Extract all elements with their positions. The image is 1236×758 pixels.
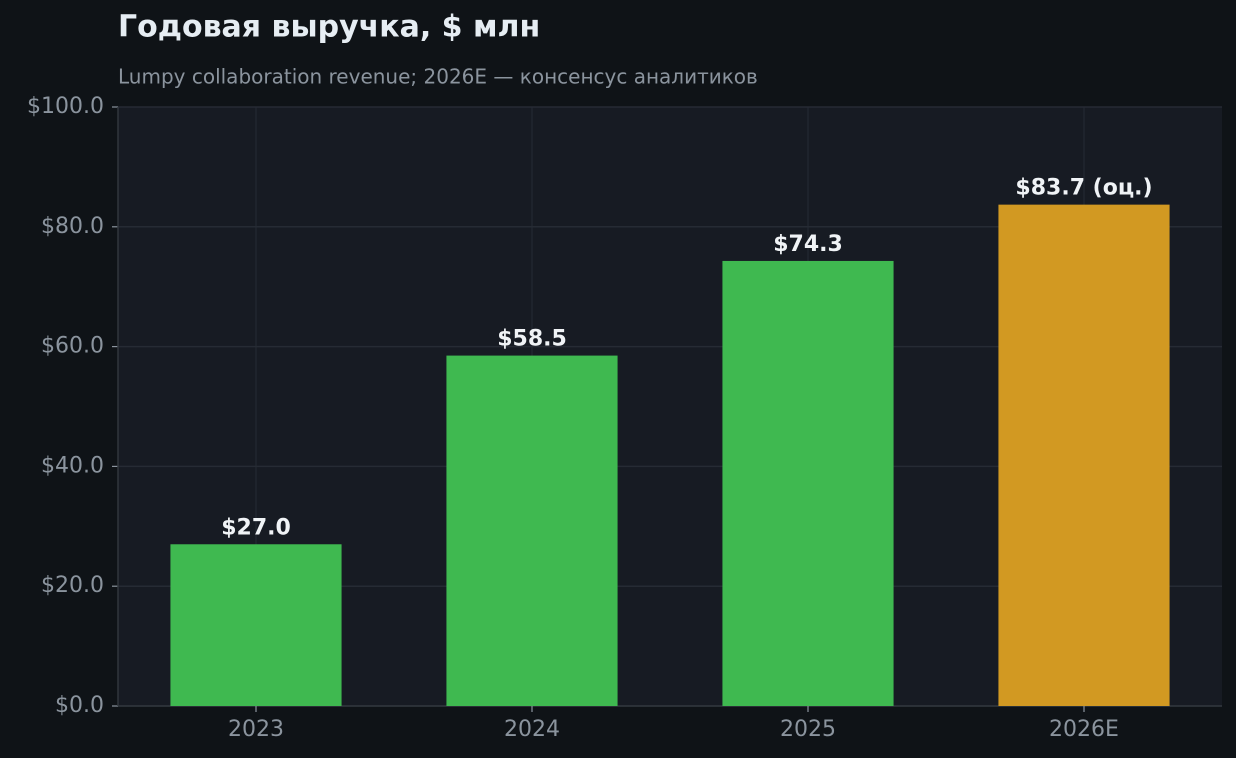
bar (170, 544, 342, 706)
value-label: $58.5 (497, 327, 567, 352)
bar (446, 355, 618, 706)
y-tick-label: $20.0 (41, 573, 104, 598)
y-tick-label: $0.0 (55, 693, 104, 718)
y-tick-label: $60.0 (41, 334, 104, 359)
value-label: $27.0 (221, 515, 291, 540)
x-tick-label: 2025 (780, 717, 836, 742)
x-tick-label: 2023 (228, 717, 284, 742)
x-tick-label: 2026E (1049, 717, 1119, 742)
y-tick-label: $80.0 (41, 214, 104, 239)
chart-title: Годовая выручка, $ млн (118, 10, 540, 45)
value-label: $83.7 (оц.) (1015, 176, 1152, 201)
y-tick-label: $100.0 (27, 94, 104, 119)
chart-subtitle: Lumpy collaboration revenue; 2026E — кон… (118, 65, 758, 89)
bar (722, 260, 894, 706)
x-tick-label: 2024 (504, 717, 560, 742)
bar (998, 204, 1170, 706)
y-tick-label: $40.0 (41, 453, 104, 478)
value-label: $74.3 (773, 232, 843, 257)
